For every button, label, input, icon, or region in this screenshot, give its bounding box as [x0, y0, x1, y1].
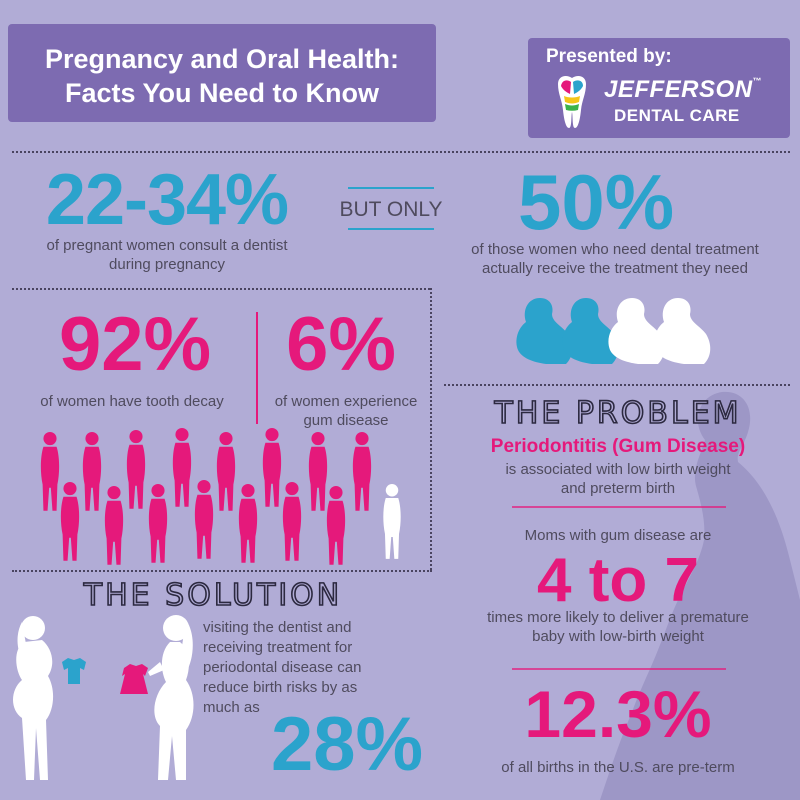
- problem-heading: THE PROBLEM: [494, 395, 742, 432]
- title-banner: Pregnancy and Oral Health: Facts You Nee…: [8, 24, 436, 122]
- baby-dress-icon: [120, 664, 148, 694]
- divider-left-bottom: [12, 570, 432, 572]
- brand-name: JEFFERSON™: [604, 76, 763, 103]
- woman-silhouette-icon: [308, 432, 328, 511]
- consult-caption: of pregnant women consult a dentist duri…: [46, 237, 288, 273]
- tooth-decay-percentage: 92%: [58, 302, 212, 387]
- but-only-label: BUT ONLY: [339, 198, 443, 221]
- gum-disease-caption: of women experience gum disease: [274, 393, 418, 429]
- tooth-decay-caption: of women have tooth decay: [40, 393, 224, 410]
- woman-silhouette-icon: [238, 484, 258, 563]
- woman-silhouette-icon: [383, 484, 401, 559]
- woman-silhouette-icon: [216, 432, 236, 511]
- problem-divider-1: [512, 506, 726, 508]
- preterm-percentage: 12.3%: [524, 677, 712, 751]
- woman-silhouette-icon: [148, 484, 168, 563]
- ratio-value: 4 to 7: [537, 546, 699, 615]
- woman-silhouette-icon: [352, 432, 372, 511]
- woman-silhouette-icon: [104, 486, 124, 565]
- woman-silhouette-icon: [82, 432, 102, 511]
- woman-silhouette-left: [13, 616, 54, 780]
- woman-silhouette-icon: [60, 482, 80, 561]
- presented-by-label: Presented by:: [546, 46, 672, 67]
- divider-right-mid: [444, 384, 790, 386]
- receive-percentage: 50%: [517, 158, 675, 246]
- woman-silhouette-icon: [172, 428, 192, 507]
- baby-shirt-icon: [62, 658, 86, 684]
- gum-disease-percentage: 6%: [286, 302, 396, 387]
- woman-silhouette-icon: [262, 428, 282, 507]
- divider-left-mid: [12, 288, 430, 290]
- divider-center-vertical: [430, 288, 432, 570]
- page-title: Pregnancy and Oral Health: Facts You Nee…: [44, 44, 400, 108]
- pregnant-silhouette-icon: [516, 298, 573, 364]
- preterm-caption: of all births in the U.S. are pre-term: [501, 759, 735, 776]
- moms-text: Moms with gum disease are: [524, 527, 712, 544]
- solution-percentage: 28%: [270, 702, 424, 787]
- problem-text: is associated with low birth weight and …: [505, 461, 731, 497]
- pregnant-silhouette-icon: [654, 298, 711, 364]
- ratio-caption: times more likely to deliver a premature…: [487, 609, 749, 645]
- woman-silhouette-right: [148, 615, 194, 780]
- tooth-logo-icon: [558, 76, 586, 128]
- presenter-banner: Presented by: JEFFERSON™ DENTAL CARE: [528, 38, 790, 138]
- divider-top: [12, 151, 790, 153]
- woman-silhouette-icon: [40, 432, 60, 511]
- stat-separator-line: [256, 312, 258, 424]
- problem-subheading: Periodontitis (Gum Disease): [490, 436, 746, 457]
- brand-subtitle: DENTAL CARE: [614, 106, 740, 125]
- problem-divider-2: [512, 668, 726, 670]
- but-only-bottom-line: [348, 228, 434, 230]
- solution-text: visiting the dentist and receiving treat…: [203, 619, 362, 716]
- but-only-top-line: [348, 187, 434, 189]
- pregnant-silhouette-icon: [608, 298, 665, 364]
- woman-silhouette-icon: [282, 482, 302, 561]
- receive-caption: of those women who need dental treatment…: [471, 241, 759, 277]
- pregnant-silhouette-icon: [562, 298, 619, 364]
- woman-silhouette-icon: [126, 430, 146, 509]
- solution-heading: THE SOLUTION: [83, 577, 343, 614]
- consult-percentage: 22-34%: [45, 160, 289, 240]
- woman-silhouette-icon: [326, 486, 346, 565]
- woman-silhouette-icon: [194, 480, 214, 559]
